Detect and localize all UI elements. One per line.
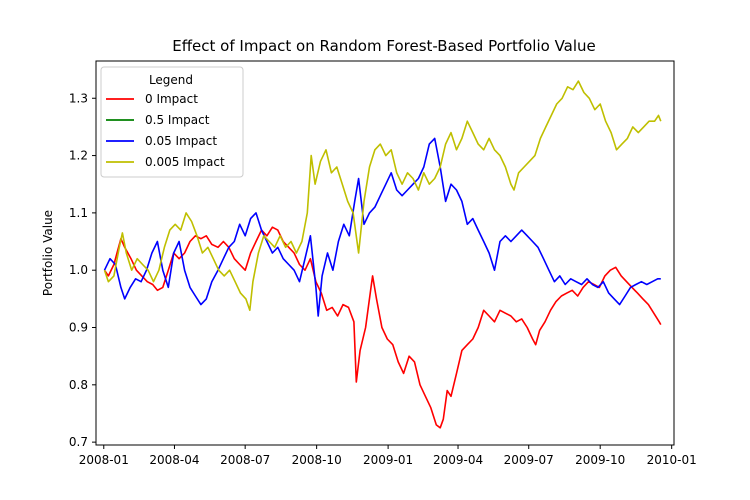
legend-entries: 0 Impact 0.5 Impact 0.05 Impact 0.005 Impac… bbox=[106, 92, 225, 169]
y-tick-label: 0.7 bbox=[69, 435, 88, 449]
x-tick-label: 2008-01 bbox=[79, 453, 129, 467]
y-tick-label: 1.2 bbox=[69, 149, 88, 163]
plot-frame bbox=[95, 60, 675, 446]
legend-label: 0.5 Impact bbox=[145, 113, 210, 127]
y-tick-label: 1.0 bbox=[69, 263, 88, 277]
y-tick-label: 0.8 bbox=[69, 378, 88, 392]
legend: Legend 0 Impact 0.5 Impact 0.05 Impact 0.00… bbox=[100, 66, 244, 178]
y-tick-label: 1.1 bbox=[69, 206, 88, 220]
y-axis-label: Portfolio Value bbox=[41, 210, 55, 296]
x-tick-label: 2010-01 bbox=[647, 453, 697, 467]
plot-area bbox=[95, 60, 675, 446]
x-tick-label: 2008-07 bbox=[220, 453, 270, 467]
y-tick-label: 0.9 bbox=[69, 321, 88, 335]
x-tick-label: 2008-04 bbox=[149, 453, 199, 467]
x-tick-label: 2009-01 bbox=[363, 453, 413, 467]
legend-label: 0.05 Impact bbox=[145, 134, 217, 148]
series-line-0-impact bbox=[103, 226, 662, 429]
series-layer bbox=[103, 80, 662, 429]
legend-label: 0.005 Impact bbox=[145, 155, 225, 169]
legend-title: Legend bbox=[149, 73, 193, 87]
x-tick-label: 2009-10 bbox=[575, 453, 625, 467]
y-axis: 0.7 0.8 0.9 1.0 1.1 1.2 1.3 bbox=[69, 91, 96, 449]
series-line-0-05-impact bbox=[103, 137, 661, 317]
legend-box bbox=[100, 66, 244, 178]
x-tick-label: 2009-04 bbox=[433, 453, 483, 467]
legend-label: 0 Impact bbox=[145, 92, 198, 106]
x-tick-label: 2009-07 bbox=[504, 453, 554, 467]
chart-title: Effect of Impact on Random Forest-Based … bbox=[172, 37, 596, 55]
y-tick-label: 1.3 bbox=[69, 91, 88, 105]
series-line-0-005-impact bbox=[103, 80, 662, 312]
x-axis: 2008-01 2008-04 2008-07 2008-10 2009-01 2009-… bbox=[79, 445, 697, 467]
x-tick-label: 2008-10 bbox=[292, 453, 342, 467]
